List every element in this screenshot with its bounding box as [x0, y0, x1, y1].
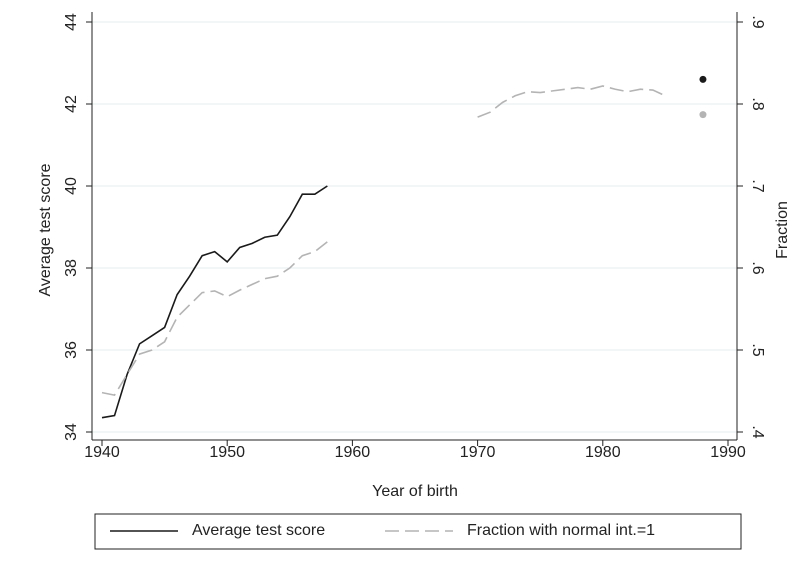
- line: [101, 185, 328, 419]
- x-tick-label: 1950: [209, 444, 245, 461]
- x-tick-label: 1960: [335, 444, 371, 461]
- x-tick-label: 1980: [585, 444, 621, 461]
- x-tick-label: 1970: [460, 444, 496, 461]
- y-tick-label: 38: [63, 259, 80, 277]
- y2-tick-label: .9: [749, 15, 766, 28]
- legend-label: Fraction with normal int.=1: [467, 522, 655, 539]
- y2-tick-label: .4: [749, 425, 766, 438]
- x-tick-label: 1940: [84, 444, 120, 461]
- legend-label: Average test score: [192, 522, 325, 539]
- y-tick-label: 40: [63, 177, 80, 195]
- y2-tick-label: .5: [749, 343, 766, 356]
- y2-tick-label: .6: [749, 261, 766, 274]
- x-tick-label: 1990: [710, 444, 746, 461]
- y-tick-label: 36: [63, 341, 80, 359]
- y2-tick-label: .7: [749, 179, 766, 192]
- y-tick-label: 44: [63, 13, 80, 31]
- y-tick-label: 34: [63, 423, 80, 441]
- y2-axis-title: Fraction: [774, 201, 791, 259]
- point: [699, 75, 707, 83]
- y2-tick-label: .8: [749, 97, 766, 110]
- legend-box: [94, 513, 742, 550]
- point: [699, 111, 707, 119]
- y-axis-title: Average test score: [37, 163, 54, 296]
- line: [477, 85, 666, 118]
- line: [101, 241, 328, 396]
- x-axis-title: Year of birth: [372, 483, 458, 500]
- y-tick-label: 42: [63, 95, 80, 113]
